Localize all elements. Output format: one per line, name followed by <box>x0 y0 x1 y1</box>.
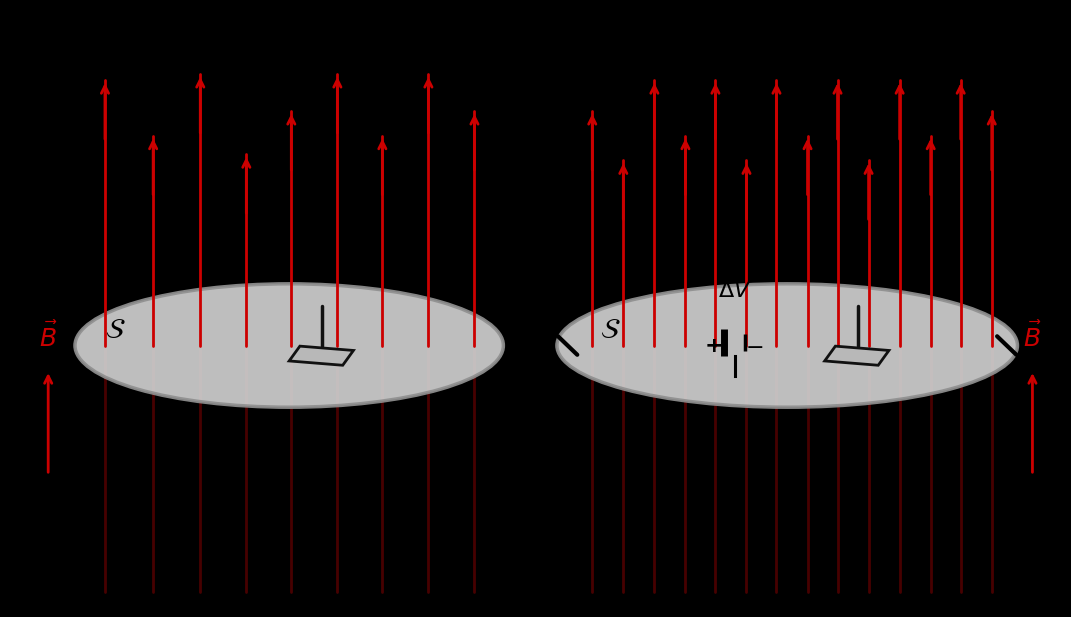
Ellipse shape <box>557 284 1017 407</box>
Polygon shape <box>825 346 889 365</box>
Text: $\Delta V$: $\Delta V$ <box>718 280 752 302</box>
Polygon shape <box>289 346 353 365</box>
Text: +: + <box>705 336 724 355</box>
Text: $-$: $-$ <box>744 336 764 355</box>
Ellipse shape <box>75 284 503 407</box>
Text: $\vec{B}$: $\vec{B}$ <box>1023 321 1042 352</box>
Text: $\vec{B}$: $\vec{B}$ <box>39 321 58 352</box>
Text: $\mathcal{S}$: $\mathcal{S}$ <box>600 317 621 344</box>
Text: $\mathcal{S}$: $\mathcal{S}$ <box>105 317 126 344</box>
